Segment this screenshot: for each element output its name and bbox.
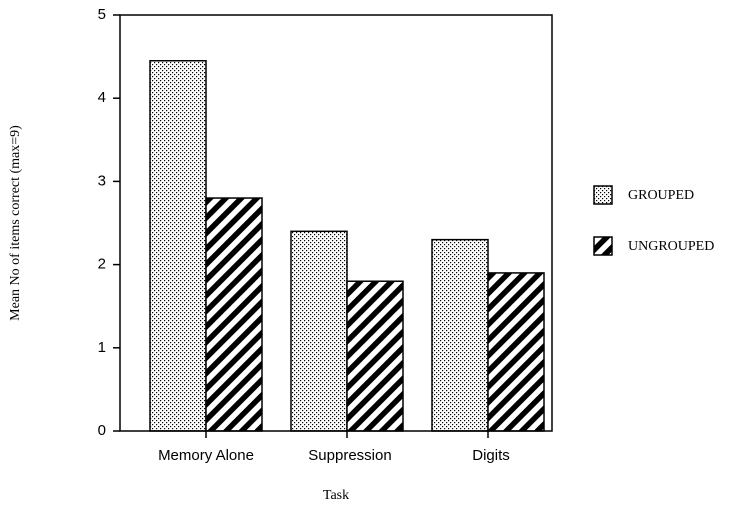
bar xyxy=(346,280,404,432)
legend-swatch xyxy=(593,185,613,205)
legend-label: UNGROUPED xyxy=(628,239,714,254)
y-tick-label: 4 xyxy=(98,89,106,106)
x-tick-label: Memory Alone xyxy=(158,447,254,464)
bar xyxy=(431,238,489,432)
y-tick-label: 0 xyxy=(98,422,106,439)
x-tick-label: Suppression xyxy=(308,447,391,464)
y-tick-label: 3 xyxy=(98,172,106,189)
bar xyxy=(290,230,348,432)
y-tick-label: 5 xyxy=(98,6,106,23)
bar xyxy=(149,60,207,432)
bar xyxy=(487,272,545,432)
x-axis-title: Task xyxy=(323,488,349,503)
y-tick-label: 1 xyxy=(98,339,106,356)
plot-frame xyxy=(119,14,553,432)
y-tick-label: 2 xyxy=(98,256,106,273)
bar xyxy=(205,197,263,432)
legend-label: GROUPED xyxy=(628,188,694,203)
y-axis-title: Mean No of items correct (max=9) xyxy=(8,125,23,321)
x-tick-label: Digits xyxy=(472,447,510,464)
legend-swatch xyxy=(593,236,613,256)
